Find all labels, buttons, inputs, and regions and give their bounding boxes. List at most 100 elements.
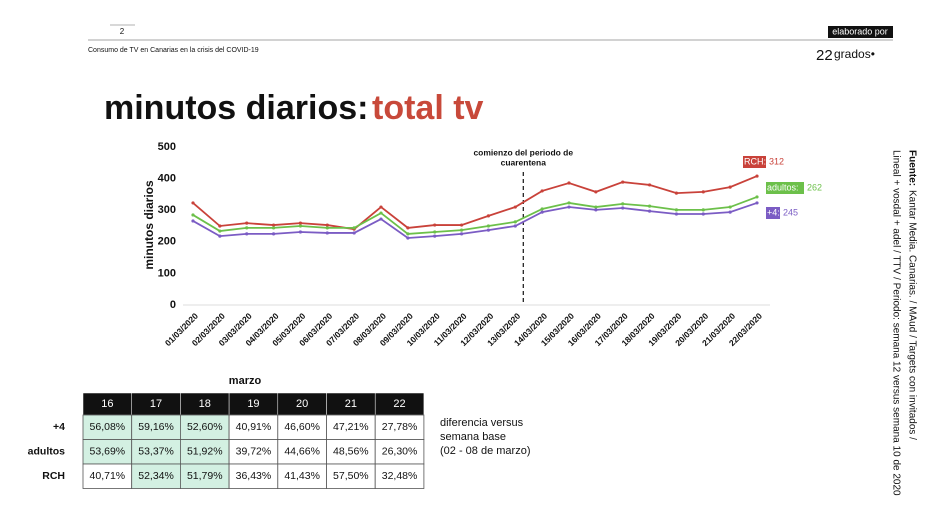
point [406,232,410,236]
point [433,230,437,234]
legend-name: +4: [767,207,780,217]
cell-text: 40,71% [90,470,126,482]
legend-box [766,207,780,219]
point [701,208,705,212]
legend-name: adultos: [767,182,799,192]
table-cell [374,414,425,440]
header-text: 20 [296,398,308,410]
point [218,229,222,233]
point [621,206,625,210]
source-line: Kantar Media. Canarias. / MAud / Targets… [906,190,917,440]
point [486,224,491,228]
source: Fuente: Kantar Media. Canarias. / MAud / … [890,150,917,496]
point [540,189,544,193]
cell-text: 57,50% [333,470,369,482]
note: (02 - 08 de marzo) [440,445,530,457]
row-label: RCH [42,470,65,482]
table-cell [374,463,425,489]
point [352,231,356,235]
point [459,223,464,227]
point [701,212,705,216]
cell-text: 51,79% [187,470,223,482]
credit: elaborado por [832,26,888,36]
y-tick-label: 0 [170,299,176,311]
point [755,201,759,205]
point [513,205,517,209]
cell-text: 32,48% [382,470,418,482]
point [298,230,303,234]
point [379,205,383,209]
point [379,217,383,221]
header-text: 17 [150,398,162,410]
cell-text: 52,34% [138,470,174,482]
point [325,226,329,230]
legend-value: 312 [769,156,784,166]
page-number: 2 [120,27,125,36]
cell-text: 51,92% [187,446,223,458]
cell-text: 53,69% [90,446,126,458]
cell-text: 56,08% [90,421,126,433]
point [486,228,491,232]
y-tick-label: 500 [158,141,176,153]
point [621,202,625,206]
point [245,226,249,230]
table-cell [131,414,181,440]
table-cell [326,463,376,489]
cell-text: 36,43% [236,470,272,482]
y-tick-label: 300 [158,204,176,216]
point [271,223,276,227]
point [647,183,652,187]
table-title: marzo [229,375,262,387]
title-prefix: minutos diarios: [104,89,368,127]
point [271,232,276,236]
source-label: Fuente: [906,150,917,186]
y-axis-label: minutos diarios [142,180,156,270]
point [567,201,571,205]
point [567,205,571,209]
point [647,204,652,208]
header-text: 21 [345,398,357,410]
point [379,211,383,215]
cell-text: 59,16% [138,421,174,433]
point [433,223,437,227]
annotation-text: comienzo del periodo de [473,147,573,157]
point [325,231,329,235]
point [567,181,571,185]
point [325,223,329,227]
annotation-text: cuarentena [501,157,547,167]
cell-text: 27,78% [382,421,418,433]
cell-text: 52,60% [187,421,223,433]
legend-value: 262 [807,182,822,192]
table-cell [277,439,327,465]
table-cell [179,463,230,489]
header-text: 18 [199,398,211,410]
header-text: 16 [101,398,113,410]
point [674,191,679,195]
point [674,212,679,216]
series-line [192,175,758,231]
table-cell [228,439,279,465]
point [701,190,705,194]
cell-text: 48,56% [333,446,369,458]
brand-number: 22 [816,47,833,64]
point [459,228,464,232]
legend-box [766,182,804,194]
row-label: +4 [53,421,65,433]
point [191,219,195,223]
point [513,224,517,228]
cell-text: 26,30% [382,446,418,458]
point [647,209,652,213]
point [298,221,303,225]
point [218,224,222,228]
note: semana base [440,431,506,443]
brand-text: grados• [834,47,875,61]
row-label: adultos [28,446,65,458]
point [513,220,517,224]
table-cell [179,414,230,440]
table-cell [326,414,376,440]
point [352,226,356,230]
cell-text: 53,37% [138,446,174,458]
cell-text: 47,21% [333,421,369,433]
header-text: 22 [393,398,405,410]
